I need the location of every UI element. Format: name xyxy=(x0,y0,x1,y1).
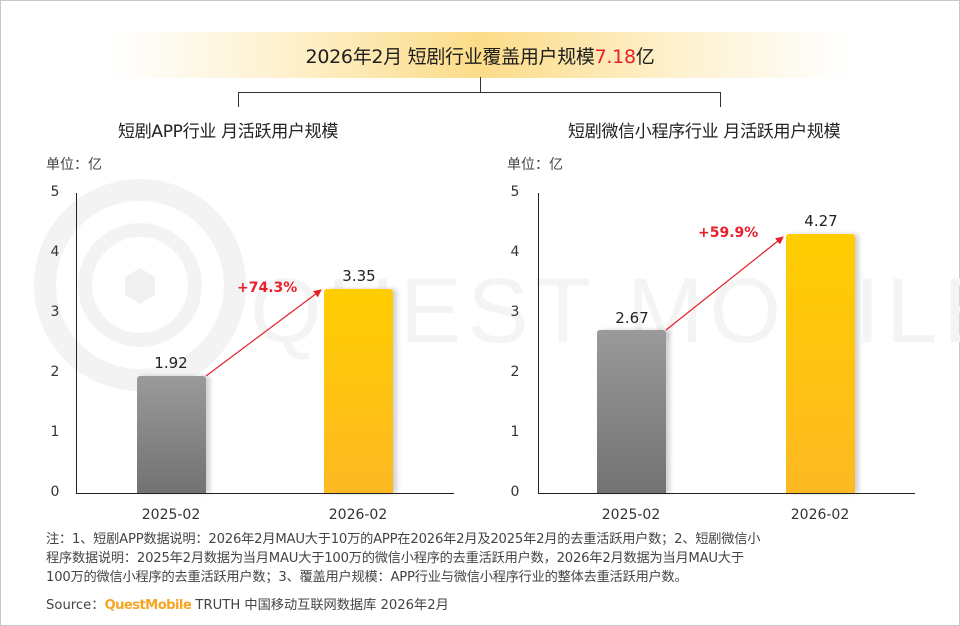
x-label: 2025-02 xyxy=(601,507,661,523)
footnote-line: 注：1、短剧APP数据说明：2026年2月MAU大于10万的APP在2026年2… xyxy=(46,532,761,547)
source-text: TRUTH 中国移动互联网数据库 2026年2月 xyxy=(191,598,449,613)
source-line: Source：QuestMobile TRUTH 中国移动互联网数据库 2026… xyxy=(46,594,449,613)
x-axis xyxy=(76,493,454,494)
x-label: 2026-02 xyxy=(328,507,388,523)
total-users-value: 7.18 xyxy=(594,46,636,68)
chart-title: 短剧微信小程序行业 月活跃用户规模 xyxy=(568,122,841,142)
growth-arrow-icon xyxy=(205,289,322,377)
y-tick: 2 xyxy=(50,364,60,380)
y-tick: 1 xyxy=(510,424,520,440)
unit-label: 单位：亿 xyxy=(46,157,102,173)
bar-value: 1.92 xyxy=(154,354,188,372)
y-tick: 3 xyxy=(510,304,520,320)
y-tick: 3 xyxy=(50,304,60,320)
title-unit: 亿 xyxy=(635,46,655,68)
bar-value: 3.35 xyxy=(342,267,376,285)
footnotes: 注：1、短剧APP数据说明：2026年2月MAU大于10万的APP在2026年2… xyxy=(46,530,926,587)
y-tick: 1 xyxy=(50,424,60,440)
title-text: 2026年2月 短剧行业覆盖用户规模 xyxy=(305,46,595,68)
y-tick: 5 xyxy=(50,184,60,200)
bar-2026-02 xyxy=(786,234,855,493)
bar-value: 2.67 xyxy=(615,309,649,327)
growth-rate: +59.9% xyxy=(698,225,759,241)
bar-2025-02 xyxy=(137,376,206,493)
y-tick: 4 xyxy=(50,244,60,260)
bracket-stem xyxy=(480,77,481,92)
x-label: 2025-02 xyxy=(141,507,201,523)
footnote-line: 程序数据说明：2025年2月数据为当月MAU大于100万的微信小程序的去重活跃用… xyxy=(46,551,744,566)
growth-rate: +74.3% xyxy=(237,280,298,296)
chart-title: 短剧APP行业 月活跃用户规模 xyxy=(118,122,339,142)
y-tick: 2 xyxy=(510,364,520,380)
y-tick: 4 xyxy=(510,244,520,260)
bar-2026-02 xyxy=(324,289,393,493)
y-axis xyxy=(76,193,77,493)
growth-arrow-icon xyxy=(665,236,784,331)
bar-value: 4.27 xyxy=(804,212,838,230)
x-axis xyxy=(538,493,915,494)
bracket-left-drop xyxy=(238,92,239,107)
source-label: Source： xyxy=(46,598,105,613)
bracket-right-drop xyxy=(720,92,721,107)
bracket-horizontal xyxy=(238,92,721,93)
x-label: 2026-02 xyxy=(790,507,850,523)
y-tick: 5 xyxy=(510,184,520,200)
y-tick: 0 xyxy=(510,484,520,500)
y-axis xyxy=(538,193,539,493)
footnote-line: 100万的微信小程序的去重活跃用户数；3、覆盖用户规模：APP行业与微信小程序行… xyxy=(46,570,688,585)
y-tick: 0 xyxy=(50,484,60,500)
title-banner xyxy=(110,32,850,78)
unit-label: 单位：亿 xyxy=(507,157,563,173)
page-title: 2026年2月 短剧行业覆盖用户规模7.18亿 xyxy=(0,42,960,69)
brand-name: QuestMobile xyxy=(104,598,192,613)
bar-2025-02 xyxy=(597,330,666,493)
